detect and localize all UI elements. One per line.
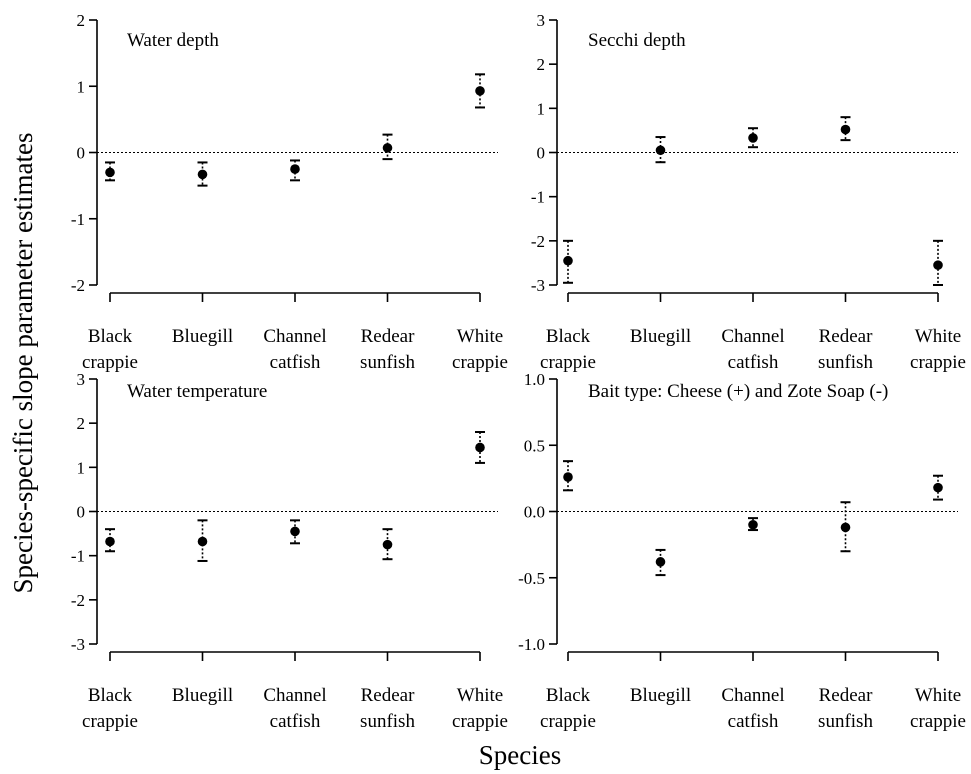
y-tick-label: 0 bbox=[77, 144, 86, 163]
y-tick-label: 1 bbox=[77, 458, 86, 477]
x-tick-label: Bluegill bbox=[630, 326, 691, 347]
y-tick-label: -3 bbox=[71, 635, 85, 654]
x-tick-label-line2: crappie bbox=[540, 352, 596, 373]
y-tick-label: -2 bbox=[71, 591, 85, 610]
x-tick-label: Bluegill bbox=[630, 685, 691, 706]
data-point bbox=[382, 143, 393, 153]
x-tick-label: Channel bbox=[721, 685, 784, 706]
data-point bbox=[382, 539, 393, 550]
data-point bbox=[105, 536, 115, 547]
x-tick-label: Redear bbox=[361, 685, 415, 706]
x-tick-label: Bluegill bbox=[172, 326, 233, 347]
data-point bbox=[563, 472, 573, 482]
data-point bbox=[655, 145, 666, 156]
x-tick-label-line2: crappie bbox=[82, 352, 138, 373]
x-tick-label: Channel bbox=[263, 685, 326, 706]
y-tick-label: 2 bbox=[77, 414, 86, 433]
data-point bbox=[197, 169, 208, 180]
y-tick-label: 3 bbox=[77, 370, 86, 389]
y-tick-label: -1 bbox=[71, 547, 85, 566]
chart-title: Secchi depth bbox=[588, 30, 686, 51]
x-tick-label-line2: catfish bbox=[270, 352, 321, 373]
x-tick-label: Redear bbox=[819, 685, 873, 706]
y-tick-label: -2 bbox=[531, 232, 545, 251]
x-tick-label-line2: crappie bbox=[540, 711, 596, 732]
x-tick-label-line2: sunfish bbox=[360, 352, 415, 373]
chart-panel-4: -1.0 -0.5 0.0 0.5 1.0 Bait type: Cheese (+) a… bbox=[518, 370, 966, 732]
x-tick-label: Black bbox=[546, 326, 591, 347]
chart-title: Water temperature bbox=[127, 381, 267, 402]
data-point bbox=[563, 255, 573, 266]
x-tick-label-line2: sunfish bbox=[818, 711, 873, 732]
y-tick-label: -1 bbox=[71, 210, 85, 229]
y-tick-label: -2 bbox=[71, 276, 85, 295]
y-tick-label: 0 bbox=[537, 144, 546, 163]
data-point bbox=[655, 557, 666, 567]
x-tick-label: White bbox=[457, 685, 503, 706]
x-tick-label: Redear bbox=[819, 326, 873, 347]
data-point bbox=[933, 482, 943, 493]
x-tick-label: White bbox=[915, 326, 961, 347]
x-tick-label-line2: crappie bbox=[82, 711, 138, 732]
x-tick-label: Channel bbox=[721, 326, 784, 347]
y-tick-label: -1 bbox=[531, 188, 545, 207]
x-tick-label-line2: crappie bbox=[452, 711, 508, 732]
data-point bbox=[105, 167, 115, 178]
chart-title: Bait type: Cheese (+) and Zote Soap (-) bbox=[588, 381, 888, 402]
x-tick-label: White bbox=[457, 326, 503, 347]
data-point bbox=[475, 442, 485, 453]
x-tick-label: White bbox=[915, 685, 961, 706]
chart-panels: -2 -1 0 1 2 Water depth Black crappie Bluegill Ch… bbox=[71, 11, 966, 732]
y-axis-label: Species-specific slope parameter estimat… bbox=[8, 132, 38, 593]
y-tick-label: 3 bbox=[537, 11, 546, 30]
x-tick-label: Black bbox=[546, 685, 591, 706]
data-point bbox=[290, 526, 300, 537]
y-tick-label: 1.0 bbox=[524, 370, 545, 389]
x-tick-label-line2: crappie bbox=[452, 352, 508, 373]
data-point bbox=[748, 133, 758, 143]
chart-panel-1: -2 -1 0 1 2 Water depth Black crappie Bluegill Ch… bbox=[71, 11, 508, 373]
data-point bbox=[840, 522, 851, 533]
x-tick-label: Black bbox=[88, 685, 133, 706]
chart-panel-3: -3 -2 -1 0 1 2 3 Water temperature Black crappie B… bbox=[71, 370, 508, 732]
x-tick-label-line2: catfish bbox=[728, 352, 779, 373]
y-tick-label: 0 bbox=[77, 503, 86, 522]
x-tick-label: Redear bbox=[361, 326, 415, 347]
y-tick-label: 2 bbox=[537, 55, 546, 74]
x-tick-label-line2: crappie bbox=[910, 352, 966, 373]
x-tick-label: Black bbox=[88, 326, 133, 347]
data-point bbox=[475, 86, 485, 96]
chart-panel-2: -3 -2 -1 0 1 2 3 Secchi depth Black crappie Bluegi… bbox=[531, 11, 966, 373]
x-tick-label-line2: sunfish bbox=[360, 711, 415, 732]
x-tick-label-line2: sunfish bbox=[818, 352, 873, 373]
x-tick-label: Channel bbox=[263, 326, 326, 347]
x-tick-label-line2: catfish bbox=[728, 711, 779, 732]
x-tick-label-line2: crappie bbox=[910, 711, 966, 732]
y-tick-label: -0.5 bbox=[518, 569, 545, 588]
data-point bbox=[933, 260, 943, 270]
y-tick-label: 1 bbox=[537, 99, 546, 118]
x-tick-label-line2: catfish bbox=[270, 711, 321, 732]
data-point bbox=[840, 124, 851, 135]
chart-title: Water depth bbox=[127, 30, 219, 51]
y-tick-label: -3 bbox=[531, 276, 545, 295]
data-point bbox=[290, 164, 300, 174]
y-tick-label: 0.0 bbox=[524, 503, 545, 522]
x-axis-label: Species bbox=[479, 740, 561, 770]
y-tick-label: 2 bbox=[77, 11, 86, 30]
data-point bbox=[748, 519, 758, 530]
y-tick-label: -1.0 bbox=[518, 635, 545, 654]
data-point bbox=[197, 536, 208, 547]
y-tick-label: 0.5 bbox=[524, 436, 545, 455]
y-tick-label: 1 bbox=[77, 77, 86, 96]
x-tick-label: Bluegill bbox=[172, 685, 233, 706]
